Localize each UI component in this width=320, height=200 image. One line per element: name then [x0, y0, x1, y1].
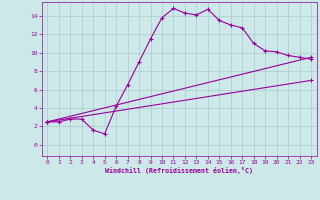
X-axis label: Windchill (Refroidissement éolien,°C): Windchill (Refroidissement éolien,°C) [105, 167, 253, 174]
